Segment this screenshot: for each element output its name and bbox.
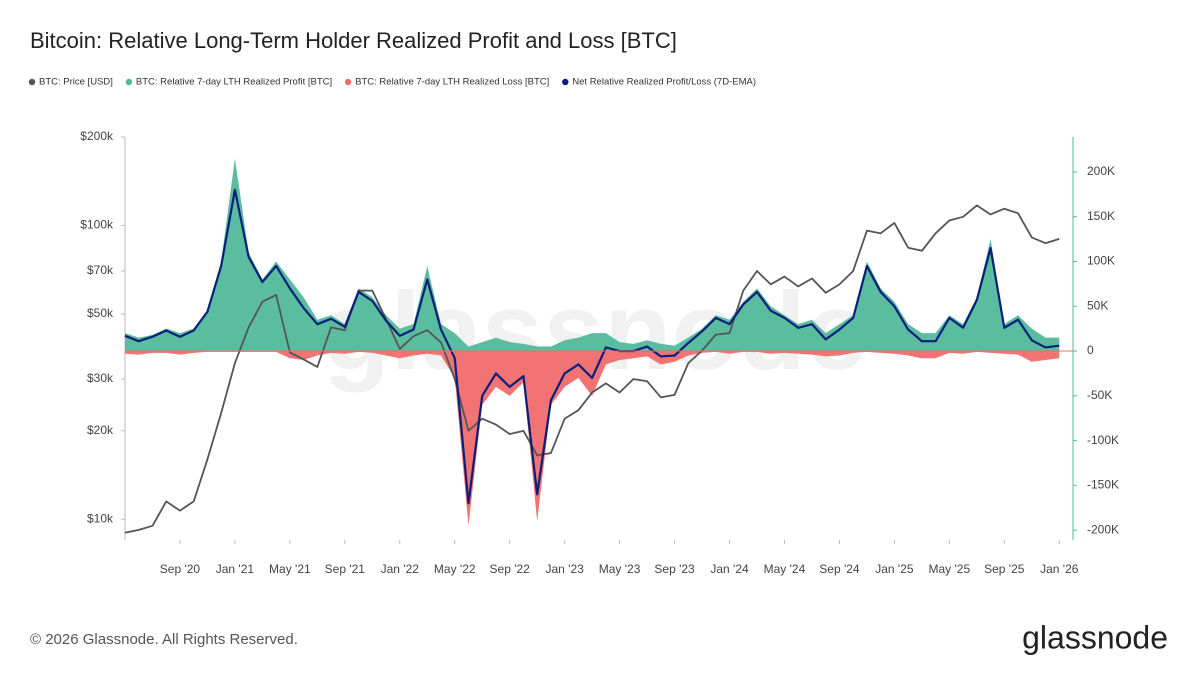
legend-marker xyxy=(28,78,36,86)
x-tick-label: May '21 xyxy=(269,562,311,576)
x-tick-label: May '25 xyxy=(929,562,971,576)
legend-marker xyxy=(344,78,352,86)
y2-tick-label: -50K xyxy=(1087,388,1112,402)
x-tick-label: Sep '25 xyxy=(984,562,1025,576)
legend-label: Net Relative Realized Profit/Loss (7D-EM… xyxy=(572,77,756,88)
legend-label: BTC: Price [USD] xyxy=(39,77,113,88)
area xyxy=(125,351,1060,526)
y-tick-label: $200k xyxy=(80,129,114,143)
footer: © 2026 Glassnode. All Rights Reserved. xyxy=(30,631,298,648)
x-tick-label: Jan '25 xyxy=(875,562,914,576)
y-tick-label: $20k xyxy=(87,423,114,437)
x-tick-label: May '23 xyxy=(599,562,641,576)
legend-label: BTC: Relative 7-day LTH Realized Profit … xyxy=(136,77,332,88)
y-tick-label: $50k xyxy=(87,306,114,320)
x-tick-label: Jan '23 xyxy=(545,562,584,576)
line xyxy=(124,188,1060,505)
y2-tick-label: 50K xyxy=(1087,298,1108,312)
x-tick-label: May '22 xyxy=(434,562,476,576)
y2-tick-label: -200K xyxy=(1087,522,1119,536)
x-tick-label: Jan '22 xyxy=(381,562,420,576)
x-tick-label: May '24 xyxy=(764,562,806,576)
y2-tick-label: 0 xyxy=(1087,343,1094,357)
y2-tick-label: 100K xyxy=(1087,254,1115,268)
legend-marker xyxy=(125,78,133,86)
legend: BTC: Price [USD] BTC: Relative 7-day LTH … xyxy=(28,77,756,88)
y2-tick-label: 200K xyxy=(1087,164,1115,178)
x-tick-label: Sep '22 xyxy=(490,562,531,576)
legend-label: BTC: Relative 7-day LTH Realized Loss [B… xyxy=(355,77,549,88)
x-tick-label: Sep '24 xyxy=(819,562,860,576)
y2-tick-label: -100K xyxy=(1087,433,1119,447)
x-tick-label: Sep '20 xyxy=(160,562,201,576)
x-tick-label: Jan '24 xyxy=(710,562,749,576)
area xyxy=(125,158,1060,352)
x-tick-label: Sep '21 xyxy=(325,562,366,576)
y-tick-label: $100k xyxy=(80,218,114,232)
y2-tick-label: -150K xyxy=(1087,478,1119,492)
x-tick-label: Jan '21 xyxy=(216,562,255,576)
brand-logo: glassnode xyxy=(1022,619,1168,655)
y-tick-label: $70k xyxy=(87,263,114,277)
legend-marker xyxy=(562,78,569,86)
line xyxy=(124,204,1060,534)
y-tick-label: $30k xyxy=(87,371,114,385)
y2-tick-label: 150K xyxy=(1087,209,1115,223)
chart-title: Bitcoin: Relative Long-Term Holder Reali… xyxy=(30,28,677,53)
y-tick-label: $10k xyxy=(87,511,114,525)
x-tick-label: Sep '23 xyxy=(654,562,695,576)
x-tick-label: Jan '26 xyxy=(1040,562,1079,576)
